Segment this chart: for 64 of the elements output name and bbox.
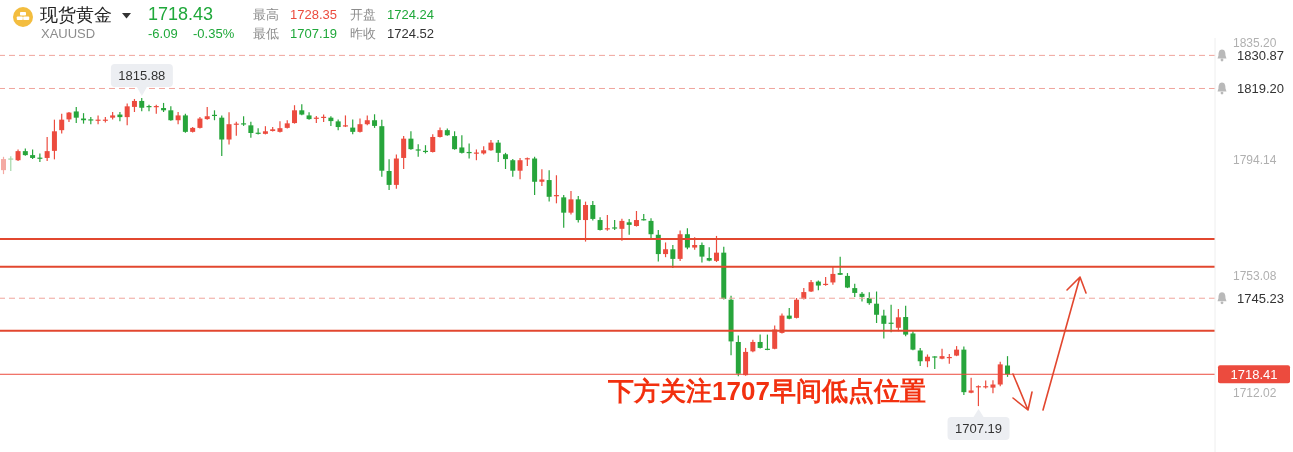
candlestick	[583, 201, 589, 243]
candlestick	[539, 168, 545, 187]
text: 开盘	[350, 7, 376, 23]
candlestick	[124, 102, 130, 126]
annotation: 昨收	[350, 26, 376, 42]
candlestick	[226, 111, 232, 146]
candlestick	[968, 377, 974, 394]
candlestick	[575, 195, 581, 224]
text: 最高	[253, 7, 279, 23]
candlestick	[895, 308, 901, 332]
candlestick	[830, 265, 836, 286]
candlestick	[561, 194, 567, 229]
candlestick	[292, 104, 298, 125]
candlestick	[757, 334, 763, 350]
candlestick	[495, 139, 501, 163]
candlestick	[277, 120, 283, 134]
candlestick	[386, 158, 392, 191]
ref-line-label: 1745.23	[1237, 290, 1284, 306]
annotation: -0.35%	[193, 26, 235, 42]
candlestick	[401, 135, 407, 170]
text: 1728.35	[290, 7, 337, 23]
annotation: 1724.52	[387, 26, 434, 42]
candlestick	[874, 290, 880, 324]
chart-subtitle: XAUUSD	[41, 26, 96, 42]
text: 1724.24	[387, 7, 434, 23]
candlestick	[44, 136, 50, 162]
candlestick	[546, 169, 552, 203]
candlestick	[670, 244, 676, 269]
candlestick	[1005, 355, 1011, 378]
candlestick	[619, 218, 625, 242]
candlestick	[699, 241, 705, 264]
annotation: 1815.88	[118, 67, 166, 83]
annotation: 1707.19	[290, 26, 337, 42]
annotation: 下方关注1707早间低点位置	[608, 376, 926, 408]
y-tick-label: 1794.14	[1233, 152, 1277, 167]
chart-title: 现货黄金	[40, 5, 112, 27]
candlestick	[939, 348, 945, 360]
y-tick-label: 1753.08	[1233, 269, 1277, 284]
candlestick	[568, 190, 574, 215]
candlestick	[175, 111, 181, 125]
candlestick	[648, 217, 654, 239]
text: 1718.43	[148, 4, 214, 26]
candlestick	[713, 235, 719, 263]
candlestick	[990, 379, 996, 394]
candlestick	[59, 113, 65, 135]
candlestick	[917, 347, 923, 367]
candlestick	[859, 291, 865, 303]
candlestick	[182, 113, 188, 134]
annotation: -6.09	[148, 26, 178, 42]
candlestick	[430, 133, 436, 154]
candlestick	[219, 114, 225, 157]
y-tick-label: 1712.02	[1233, 385, 1277, 400]
candlestick	[452, 130, 458, 151]
candlestick	[51, 119, 57, 160]
annotation: 最低	[253, 26, 279, 42]
candlestick	[532, 156, 538, 196]
candlestick	[903, 305, 909, 337]
ref-line-label: 1718.41	[1230, 366, 1278, 382]
annotation: 1707.19	[955, 421, 1003, 437]
candlestick	[517, 157, 523, 180]
candlestick	[408, 130, 414, 151]
candlestick	[881, 309, 887, 340]
candlestick	[590, 200, 596, 222]
ref-line-label: 1819.20	[1237, 80, 1284, 96]
